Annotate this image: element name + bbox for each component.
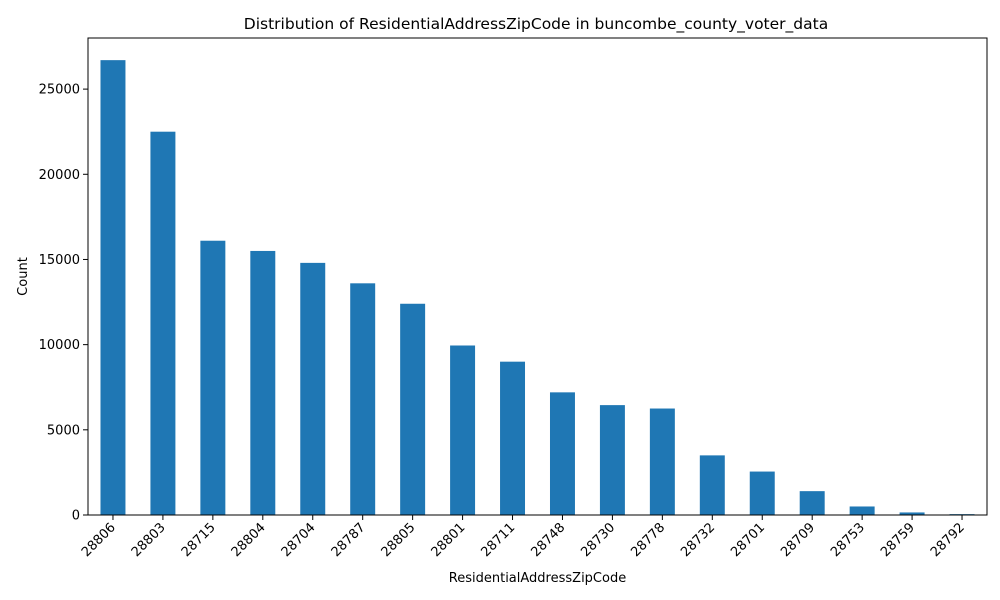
bar-28753	[849, 506, 875, 515]
x-tick-label: 28732	[678, 520, 718, 560]
bar-28805	[400, 303, 426, 515]
bar-28759	[899, 512, 925, 515]
bar-28709	[799, 491, 825, 515]
y-tick-label: 25000	[39, 83, 80, 98]
x-tick-label: 28804	[229, 520, 269, 560]
x-tick-label: 28787	[329, 520, 369, 560]
bar-28803	[150, 131, 176, 516]
y-tick-label: 0	[72, 509, 80, 524]
plot-frame	[87, 37, 988, 516]
bars-group	[100, 60, 975, 516]
x-tick-label: 28759	[878, 520, 918, 560]
y-axis-label: Count	[16, 257, 31, 296]
x-tick-label: 28792	[928, 520, 968, 560]
bar-28778	[649, 408, 675, 515]
x-tick-label: 28805	[379, 520, 419, 560]
x-tick-label: 28715	[179, 520, 219, 560]
x-tick-label: 28753	[828, 520, 868, 560]
y-tick-label: 15000	[39, 253, 80, 268]
y-tick-label: 10000	[39, 338, 80, 353]
bar-28748	[549, 392, 575, 515]
bar-28804	[250, 250, 276, 516]
x-tick-label: 28748	[528, 520, 568, 560]
chart-title: Distribution of ResidentialAddressZipCod…	[244, 15, 828, 34]
x-tick-label: 28709	[778, 520, 818, 560]
y-tick-label: 20000	[39, 168, 80, 183]
x-tick-label: 28711	[479, 520, 519, 560]
x-tick-label: 28803	[129, 520, 169, 560]
bar-28801	[450, 345, 476, 515]
bar-28730	[599, 405, 625, 515]
x-axis-label: ResidentialAddressZipCode	[449, 571, 626, 586]
bar-28806	[100, 60, 126, 516]
x-tick-label: 28806	[79, 520, 119, 560]
y-tick-label: 5000	[47, 423, 80, 438]
bar-28715	[200, 240, 226, 515]
x-tick-label: 28778	[628, 520, 668, 560]
x-tick-label: 28730	[578, 520, 618, 560]
bar-28732	[699, 455, 725, 515]
bar-28704	[300, 262, 326, 515]
bar-28711	[500, 361, 526, 515]
y-axis-ticks: 0 5000 10000 15000 20000 25000	[39, 83, 88, 524]
x-tick-label: 28704	[279, 520, 319, 560]
x-tick-label: 28701	[728, 520, 768, 560]
bar-28701	[749, 471, 775, 515]
x-axis-ticks: 28806 28803 28715 28804 28704 28787 28805 28801…	[79, 515, 968, 560]
x-tick-label: 28801	[429, 520, 469, 560]
bar-28787	[350, 283, 376, 515]
